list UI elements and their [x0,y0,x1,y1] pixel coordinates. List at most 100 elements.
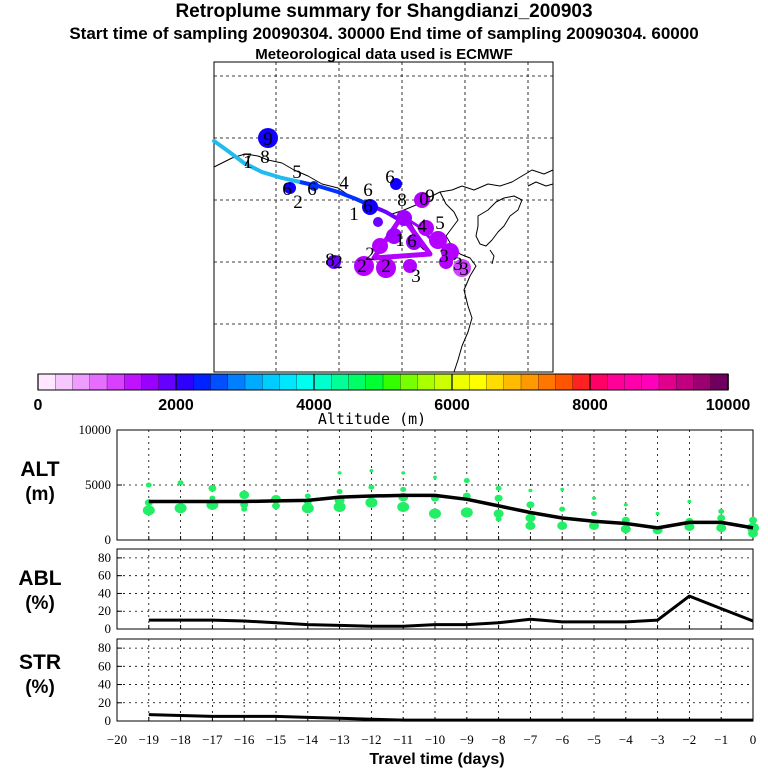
colorbar-tick-label: 10000 [706,397,751,414]
trajectory-label: 6 [407,231,417,252]
x-tick-label: −16 [234,732,255,747]
alt-scatter-point [623,503,628,507]
y-tick-label: 80 [98,640,111,655]
map-frame [213,61,554,373]
alt-series-line [148,493,754,530]
colorbar-cell [589,373,609,391]
colorbar-cell [434,373,453,391]
colorbar-cell [520,373,540,391]
trajectory-dot [354,256,374,276]
alt-scatter-point [142,505,155,516]
alt-scatter-point [748,529,758,538]
colorbar: 0 2000 4000 6000 8000 10000 Altitude (m) [34,373,751,428]
colorbar-cell [469,373,488,391]
trajectory-dot [418,220,434,236]
alt-panel: 0 5000 10000 ALT (m) [20,422,759,547]
y-tick-label: 0 [105,621,112,636]
trajectory-label: 2 [357,256,367,277]
colorbar-cells [37,373,729,391]
alt-scatter-point [460,507,473,518]
colorbar-cell [55,373,74,391]
trajectory-label: 1 [243,152,253,173]
x-tick-label: −8 [492,732,506,747]
alt-scatter-point [592,496,596,500]
x-tick-label: −14 [298,732,319,747]
alt-scatter-point [528,488,533,493]
trajectory-label: 9 [425,186,435,207]
x-tick-label: −9 [460,732,474,747]
abl-gridlines [117,549,753,630]
trajectory-dot [362,199,378,215]
trajectory-dot [390,178,402,190]
alt-scatter-point [301,503,314,514]
y-tick-label: 60 [98,658,111,673]
trajectory-label: 1 [349,204,359,225]
abl-ytick-labels: 0 20 40 60 80 [98,550,111,636]
trajectory-label: 3 [411,266,421,287]
colorbar-tick-label: 2000 [158,397,194,414]
y-tick-label: 40 [98,585,111,600]
alt-scatter-point [495,516,502,522]
trajectory-dot [372,238,388,254]
colorbar-tick-label: 8000 [572,397,608,414]
x-tick-label: −20 [107,732,127,747]
x-axis-label: Travel time (days) [369,751,504,768]
str-yunit: (%) [25,677,55,698]
colorbar-cell [693,373,712,391]
colorbar-cell [503,373,522,391]
met-data-line: Meteorological data used is ECMWF [255,46,513,63]
trajectory-dot [406,234,422,250]
trajectory-label: 2 [365,244,375,265]
trajectory-dots [258,128,471,278]
x-tick-label: −13 [329,732,349,747]
trajectory-label: 9 [263,129,273,150]
alt-ylabel: ALT [20,458,59,481]
sampling-time-line: Start time of sampling 20090304. 30000 E… [69,24,699,43]
trajectory-label: 2 [293,192,303,213]
y-tick-label: 10000 [79,422,112,437]
abl-ylabel: ABL [18,567,61,590]
trajectory-dot [386,228,402,244]
trajectory-label: 8 [397,190,407,211]
trajectory-dot [396,210,412,226]
alt-scatter-point [241,506,248,512]
colorbar-tick-label: 4000 [296,397,332,414]
colorbar-cell [607,373,626,391]
alt-scatter-point [368,484,375,490]
str-panel: 0 20 40 60 80 STR (%) [19,638,754,728]
colorbar-cell [279,373,298,391]
alt-scatter-point [559,506,566,512]
x-tick-label: −17 [202,732,223,747]
colorbar-cell [555,373,574,391]
alt-scatter-point [433,475,437,479]
trajectory-dot [284,182,296,194]
str-ytick-labels: 0 20 40 60 80 [98,640,111,728]
colorbar-cell [106,373,126,391]
colorbar-cell [89,373,108,391]
trajectory-dot [258,128,278,148]
alt-scatter-point [429,508,441,519]
alt-scatter-point [145,482,152,488]
colorbar-cell [486,373,505,391]
trajectory-label: 5 [435,213,445,234]
colorbar-cell [365,373,384,391]
alt-ytick-labels: 0 5000 10000 [79,422,112,547]
alt-scatter-point [463,478,470,484]
alt-scatter-point [684,522,695,532]
y-tick-label: 20 [98,603,111,618]
trajectory-label: 4 [339,173,349,194]
colorbar-cell [658,373,678,391]
alt-yunit: (m) [25,484,55,505]
colorbar-ticks: 0 2000 4000 6000 8000 10000 [34,374,751,414]
alt-scatter-point [397,501,410,513]
alt-scatter-point [337,471,342,475]
colorbar-cell [158,373,177,391]
y-tick-label: 80 [98,550,111,565]
colorbar-cell [244,373,264,391]
x-tick-label: −6 [555,732,569,747]
alt-scatter-point [716,523,727,533]
alt-scatter-point [304,493,311,499]
x-tick-label: −2 [682,732,696,747]
alt-scatter-point [525,521,536,530]
trajectory-label: 5 [292,162,302,183]
